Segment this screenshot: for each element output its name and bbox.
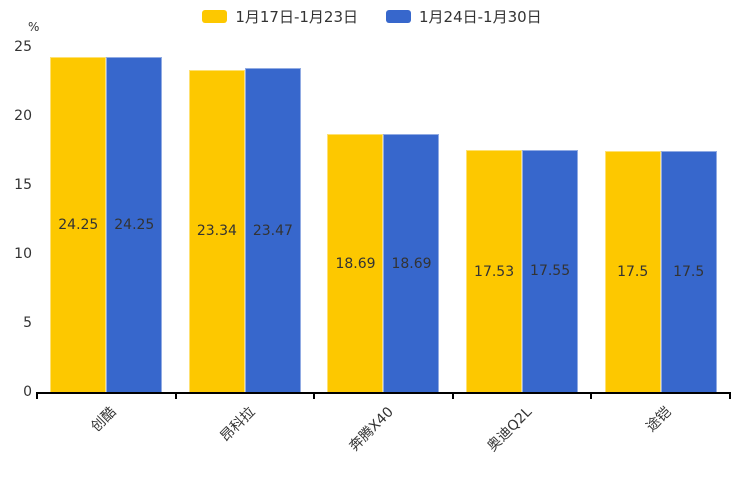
bar-series-1: 17.5 [604, 150, 661, 392]
y-tick-label: 20 [14, 108, 32, 124]
x-category-label: 奥迪Q2L [484, 404, 536, 455]
x-axis-tick [36, 392, 38, 399]
bar-series-2: 17.55 [522, 149, 579, 392]
bar-value-label: 17.5 [673, 263, 705, 280]
legend-item-series-2[interactable]: 1月24日-1月30日 [386, 6, 542, 27]
legend-item-series-1[interactable]: 1月17日-1月23日 [202, 6, 358, 27]
bar-value-label: 24.25 [58, 217, 99, 234]
y-tick-label: 25 [14, 39, 32, 55]
x-axis-tick [313, 392, 316, 399]
x-axis-tick [590, 392, 593, 399]
bar-group-5: 17.5 17.5 [591, 47, 730, 392]
bar-value-label: 18.69 [391, 255, 432, 272]
plot-area: 24.25 24.25 23.34 23.47 18.69 18.69 17.53 17.55… [36, 47, 731, 455]
x-category-label: 昂科拉 [217, 404, 259, 446]
bar-series-2: 17.5 [660, 150, 717, 392]
bar-value-label: 18.69 [335, 255, 376, 272]
bar-value-label: 17.53 [474, 263, 515, 280]
legend-swatch-icon [386, 10, 411, 23]
legend-swatch-icon [202, 10, 228, 23]
chart-legend: 1月17日-1月23日 1月24日-1月30日 [0, 6, 744, 27]
x-category-label: 途铠 [643, 404, 675, 436]
bar-series-2: 18.69 [383, 134, 440, 392]
legend-label: 1月17日-1月23日 [235, 8, 358, 26]
bar-series-1: 17.53 [466, 150, 523, 392]
x-axis-tick [451, 392, 454, 399]
bar-value-label: 24.25 [114, 217, 155, 234]
y-tick-label: 15 [14, 177, 32, 193]
bar-series-1: 18.69 [327, 134, 384, 392]
bar-value-label: 17.5 [617, 263, 649, 280]
y-tick-label: 5 [23, 315, 32, 331]
bar-series-2: 23.47 [244, 68, 301, 392]
bar-group-4: 17.53 17.55 [453, 47, 592, 392]
y-tick-label: 0 [23, 384, 32, 400]
x-axis-tick [729, 392, 731, 399]
legend-label: 1月24日-1月30日 [419, 8, 542, 26]
x-axis-tick [174, 392, 177, 399]
bar-series-1: 23.34 [188, 69, 245, 392]
y-axis-unit-label: % [28, 20, 40, 34]
bar-series-1: 24.25 [50, 57, 107, 392]
x-category-label: 创酷 [88, 404, 120, 436]
bar-value-label: 17.55 [530, 263, 571, 280]
bar-value-label: 23.47 [252, 222, 293, 239]
bar-series-2: 24.25 [106, 57, 163, 392]
y-tick-label: 10 [14, 246, 32, 262]
bar-group-1: 24.25 24.25 [37, 47, 176, 392]
bar-group-2: 23.34 23.47 [176, 47, 315, 392]
x-category-label: 奔腾X40 [346, 404, 397, 455]
bar-group-3: 18.69 18.69 [314, 47, 453, 392]
bar-value-label: 23.34 [196, 223, 237, 240]
